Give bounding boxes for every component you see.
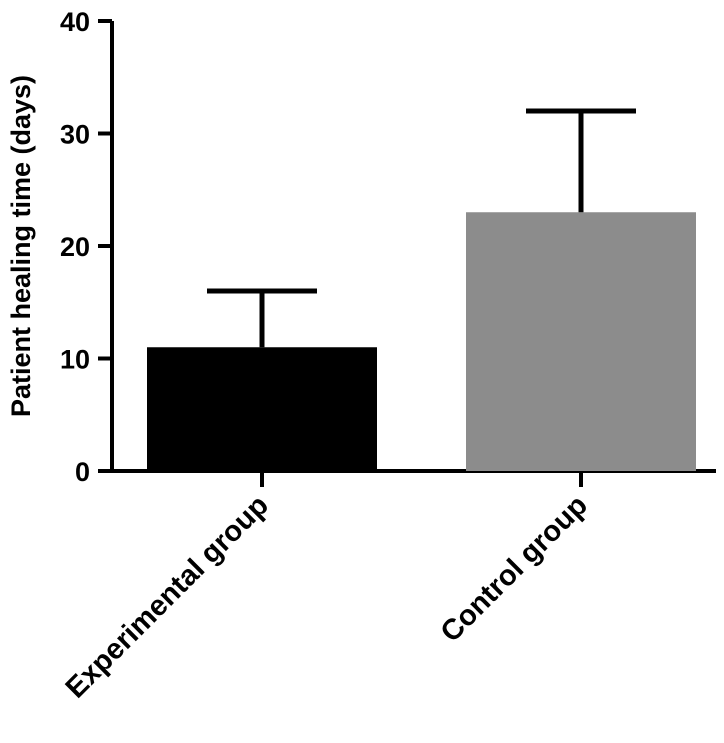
- y-tick-label: 30: [60, 120, 90, 150]
- x-tick-label: Experimental group: [60, 489, 275, 704]
- x-tick-label: Control group: [435, 489, 594, 648]
- y-axis: 0 10 20 30 40 Patient healing time (days): [6, 7, 114, 487]
- error-bars: [207, 108, 636, 348]
- x-ticks: Experimental group Control group: [60, 471, 594, 705]
- y-tick-label: 20: [60, 232, 90, 262]
- y-tick-label: 40: [60, 7, 90, 37]
- bar: [147, 347, 377, 471]
- bar: [466, 212, 696, 471]
- bars: [147, 212, 696, 471]
- y-tick-label: 0: [75, 457, 90, 487]
- y-ticks: 0 10 20 30 40: [60, 7, 112, 487]
- y-tick-label: 10: [60, 345, 90, 375]
- y-axis-title: Patient healing time (days): [6, 75, 36, 417]
- x-axis: Experimental group Control group: [60, 469, 716, 705]
